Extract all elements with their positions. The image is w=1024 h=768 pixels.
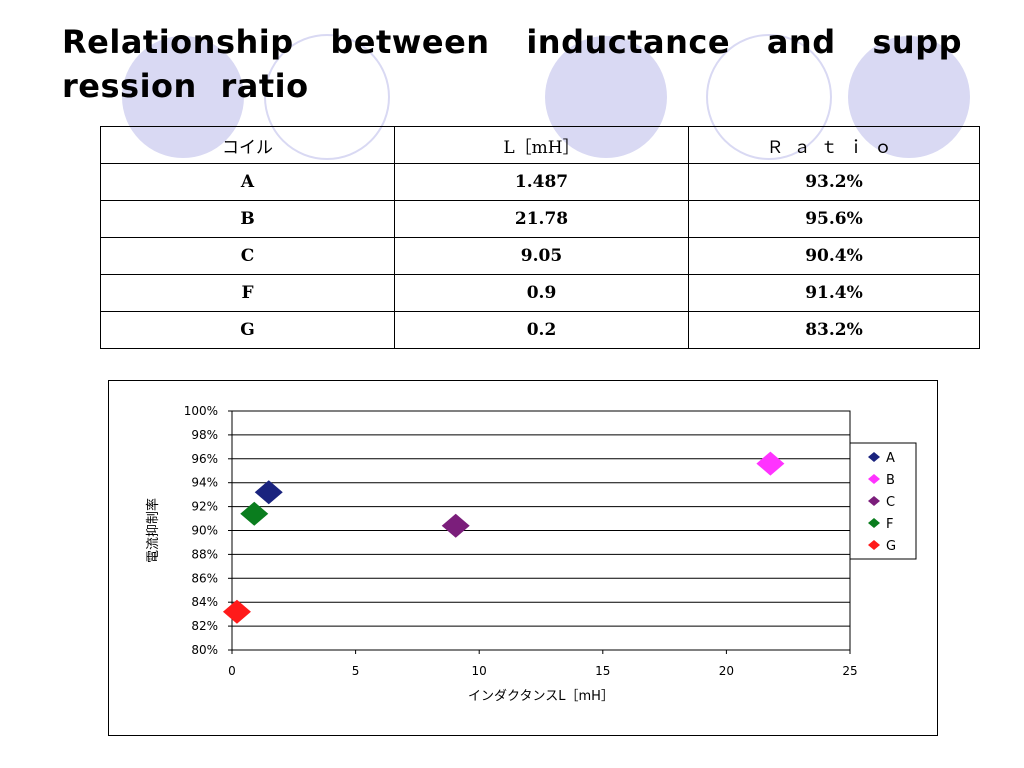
x-tick-label: 0 (228, 664, 236, 678)
legend-marker (868, 452, 880, 462)
column-header-inductance: L［mH］ (394, 126, 689, 164)
data-point-f (240, 501, 269, 526)
y-axis-ticks: 80% 82% 84% 86% 88% 90% 92% 94% 96% 98% 100% (184, 404, 232, 657)
y-axis-label: 電流抑制率 (145, 498, 161, 563)
column-header-coil: コイル (100, 126, 395, 164)
slide-title: Relationship between inductance and supp… (62, 23, 962, 105)
cell-inductance: 21.78 (394, 200, 689, 238)
x-axis-ticks: 0 5 10 15 20 25 (228, 650, 858, 678)
table-row: C 9.05 90.4% (100, 237, 980, 275)
y-tick-label: 82% (191, 619, 218, 633)
y-tick-label: 80% (191, 643, 218, 657)
table-row: F 0.9 91.4% (100, 274, 980, 312)
cell-inductance: 9.05 (394, 237, 689, 275)
table-row: G 0.2 83.2% (100, 311, 980, 349)
legend-label: B (886, 473, 895, 488)
x-tick-label: 5 (352, 664, 360, 678)
table-header-row: コイル L［mH］ Ｒａｔｉｏ (100, 126, 980, 164)
legend-label: C (886, 495, 895, 510)
cell-inductance: 0.9 (394, 274, 689, 312)
cell-ratio: 93.2% (688, 163, 980, 201)
legend-marker (868, 540, 880, 550)
data-point-b (756, 451, 785, 476)
legend-marker (868, 518, 880, 528)
x-tick-label: 25 (842, 664, 857, 678)
cell-coil: G (100, 311, 395, 349)
cell-ratio: 91.4% (688, 274, 980, 312)
cell-coil: A (100, 163, 395, 201)
cell-inductance: 0.2 (394, 311, 689, 349)
column-header-ratio: Ｒａｔｉｏ (688, 126, 980, 164)
data-table: コイル L［mH］ Ｒａｔｉｏ A 1.487 93.2% B 21.78 95… (100, 126, 980, 349)
x-axis-label: インダクタンスL［mH］ (468, 689, 614, 704)
cell-coil: C (100, 237, 395, 275)
legend-box (849, 442, 917, 560)
y-tick-label: 98% (191, 428, 218, 442)
data-point-g (222, 599, 251, 624)
cell-inductance: 1.487 (394, 163, 689, 201)
y-tick-label: 86% (191, 571, 218, 585)
y-tick-label: 88% (191, 547, 218, 561)
legend-label: G (886, 539, 896, 554)
cell-ratio: 95.6% (688, 200, 980, 238)
y-tick-label: 92% (191, 500, 218, 514)
legend-marker (868, 496, 880, 506)
data-points (222, 451, 785, 624)
y-tick-label: 94% (191, 476, 218, 490)
legend-label: A (886, 451, 895, 466)
x-tick-label: 20 (719, 664, 734, 678)
scatter-chart: 80% 82% 84% 86% 88% 90% 92% 94% 96% 98% 100% 0 5 10 1… (145, 404, 917, 704)
y-tick-label: 96% (191, 452, 218, 466)
chart-frame: 80% 82% 84% 86% 88% 90% 92% 94% 96% 98% 100% 0 5 10 1… (108, 380, 938, 736)
data-point-c (441, 513, 470, 538)
legend-marker (868, 474, 880, 484)
x-tick-label: 15 (595, 664, 610, 678)
table-row: A 1.487 93.2% (100, 163, 980, 201)
x-tick-label: 10 (472, 664, 487, 678)
y-tick-label: 100% (184, 404, 218, 418)
cell-coil: F (100, 274, 395, 312)
legend-label: F (886, 517, 893, 532)
table-row: B 21.78 95.6% (100, 200, 980, 238)
y-tick-label: 90% (191, 524, 218, 538)
data-point-a (254, 480, 283, 505)
cell-ratio: 83.2% (688, 311, 980, 349)
y-tick-label: 84% (191, 595, 218, 609)
grid-lines (232, 434, 850, 627)
cell-ratio: 90.4% (688, 237, 980, 275)
cell-coil: B (100, 200, 395, 238)
